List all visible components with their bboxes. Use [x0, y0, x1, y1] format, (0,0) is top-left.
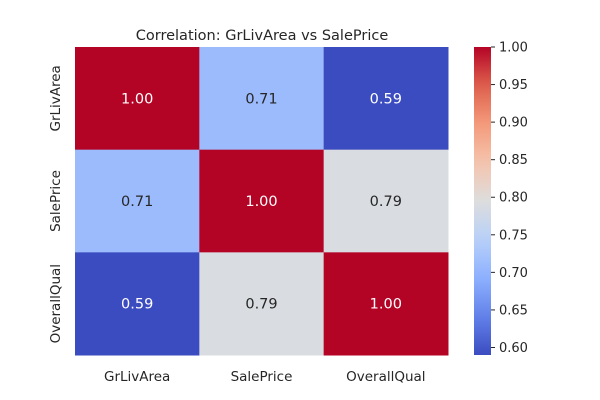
heatmap-cell-label: 1.00	[370, 297, 402, 313]
colorbar-tick-label: 0.80	[499, 191, 528, 206]
chart-title: Correlation: GrLivArea vs SalePrice	[136, 28, 389, 44]
heatmap-cell-label: 0.79	[370, 194, 402, 210]
heatmap-cell	[75, 252, 200, 356]
heatmap-cell-label: 0.59	[121, 297, 153, 313]
colorbar-ticks: 0.60 0.65 0.70 0.75 0.80 0.85 0.90 0.95 1.00	[491, 41, 528, 356]
y-axis-labels: GrLivArea SalePrice OverallQual	[48, 65, 64, 343]
heatmap-cell-labels: 1.00 0.71 0.59 0.71 1.00 0.79 0.59 0.79 1.00	[121, 91, 402, 312]
colorbar-tick-label: 1.00	[499, 41, 528, 56]
heatmap-cell	[323, 252, 449, 356]
x-tick-label: SalePrice	[231, 369, 293, 385]
colorbar-tick-label: 0.85	[499, 153, 528, 168]
heatmap-cell-label: 1.00	[245, 194, 277, 210]
colorbar-tick-label: 0.90	[499, 116, 528, 131]
colorbar-tick-label: 0.60	[499, 341, 528, 356]
heatmap-cell	[323, 47, 449, 151]
heatmap-cell	[199, 252, 325, 356]
colorbar	[474, 47, 491, 355]
x-tick-label: GrLivArea	[104, 369, 170, 385]
heatmap-cell-label: 0.71	[245, 91, 277, 107]
x-tick-label: OverallQual	[346, 369, 425, 385]
heatmap-cell	[323, 149, 449, 253]
heatmap-cell-label: 0.71	[121, 194, 153, 210]
colorbar-tick-label: 0.65	[499, 303, 528, 318]
heatmap-cell	[75, 47, 200, 151]
y-tick-label: GrLivArea	[48, 65, 64, 131]
heatmap-cell-label: 0.79	[245, 297, 277, 313]
heatmap-cell-label: 0.59	[370, 91, 402, 107]
x-axis-labels: GrLivArea SalePrice OverallQual	[104, 369, 426, 385]
heatmap-cells	[75, 47, 449, 356]
y-tick-label: OverallQual	[48, 264, 64, 343]
colorbar-tick-label: 0.95	[499, 78, 528, 93]
heatmap-cell-label: 1.00	[121, 91, 153, 107]
colorbar-tick-label: 0.75	[499, 228, 528, 243]
colorbar-tick-label: 0.70	[499, 266, 528, 281]
heatmap-cell	[199, 149, 325, 253]
heatmap-cell	[75, 149, 200, 253]
heatmap-cell	[199, 47, 325, 151]
y-tick-label: SalePrice	[48, 170, 64, 232]
